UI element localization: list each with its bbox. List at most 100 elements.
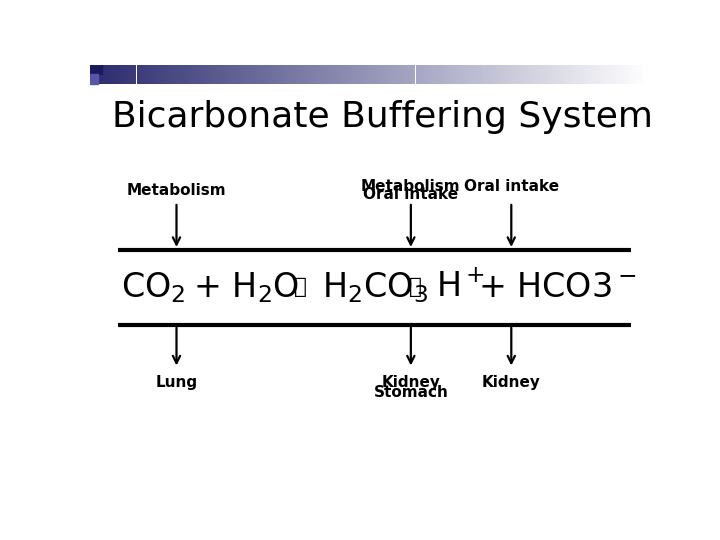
Bar [148, 65, 150, 84]
Bar [598, 65, 600, 84]
Bar [466, 65, 467, 84]
Bar [285, 65, 287, 84]
Bar [360, 65, 361, 84]
Bar [319, 65, 320, 84]
Bar [486, 65, 488, 84]
Bar [490, 65, 492, 84]
Bar [204, 65, 205, 84]
Bar [552, 65, 553, 84]
Bar [626, 65, 628, 84]
Bar [373, 65, 374, 84]
Bar [304, 65, 306, 84]
Bar [90, 74, 98, 84]
Bar [348, 65, 351, 84]
Bar [406, 65, 408, 84]
Bar [186, 65, 189, 84]
Bar [155, 65, 157, 84]
Bar [453, 65, 454, 84]
Bar [330, 65, 332, 84]
Bar [633, 65, 635, 84]
Bar [179, 65, 181, 84]
Bar [347, 65, 348, 84]
Bar [170, 65, 172, 84]
Bar [351, 65, 352, 84]
Bar [596, 65, 598, 84]
Bar [222, 65, 224, 84]
Bar [313, 65, 315, 84]
Bar [499, 65, 501, 84]
Bar [392, 65, 393, 84]
Bar [536, 65, 539, 84]
Text: + H$_2$O: + H$_2$O [193, 270, 300, 305]
Bar [377, 65, 378, 84]
Bar [387, 65, 390, 84]
Bar [588, 65, 590, 84]
Bar [343, 65, 345, 84]
Bar [594, 65, 596, 84]
Bar [380, 65, 382, 84]
Bar [606, 65, 607, 84]
Bar [572, 65, 574, 84]
Bar [90, 65, 92, 84]
Bar [196, 65, 198, 84]
Bar [540, 65, 542, 84]
Bar [250, 65, 252, 84]
Bar [587, 65, 588, 84]
Bar [240, 65, 243, 84]
Bar [607, 65, 609, 84]
Bar [172, 65, 174, 84]
Bar [176, 65, 177, 84]
Bar [449, 65, 451, 84]
Text: Bicarbonate Buffering System: Bicarbonate Buffering System [112, 100, 653, 134]
Bar [189, 65, 190, 84]
Bar [534, 65, 536, 84]
Bar [539, 65, 540, 84]
Bar [153, 65, 155, 84]
Bar [99, 65, 101, 84]
Bar [243, 65, 244, 84]
Bar [637, 65, 639, 84]
Bar [390, 65, 392, 84]
Text: H$_2$CO$_3$: H$_2$CO$_3$ [322, 270, 428, 305]
Bar [521, 65, 523, 84]
Bar [311, 65, 313, 84]
Bar [157, 65, 159, 84]
Bar [460, 65, 462, 84]
Bar [635, 65, 637, 84]
Text: Oral intake: Oral intake [364, 187, 459, 202]
Bar [213, 65, 215, 84]
Bar [145, 65, 148, 84]
Bar [369, 65, 371, 84]
Bar [393, 65, 395, 84]
Bar [293, 65, 294, 84]
Bar [253, 65, 256, 84]
Text: Metabolism: Metabolism [361, 179, 461, 194]
Bar [492, 65, 494, 84]
Bar [397, 65, 399, 84]
Bar [256, 65, 258, 84]
Bar [544, 65, 546, 84]
Bar [211, 65, 213, 84]
Bar [507, 65, 508, 84]
Bar [616, 65, 618, 84]
Bar [261, 65, 263, 84]
Bar [646, 65, 648, 84]
Bar [215, 65, 217, 84]
Bar [577, 65, 579, 84]
Bar [479, 65, 481, 84]
Bar [400, 65, 402, 84]
Bar [611, 65, 613, 84]
Bar [168, 65, 170, 84]
Bar [239, 65, 240, 84]
Bar [508, 65, 510, 84]
Bar [566, 65, 568, 84]
Bar [120, 65, 122, 84]
Bar [163, 65, 164, 84]
Bar [138, 65, 140, 84]
Bar [323, 65, 324, 84]
Bar [451, 65, 453, 84]
Text: 👎: 👎 [294, 277, 307, 297]
Bar [356, 65, 358, 84]
Bar [477, 65, 479, 84]
Bar [307, 65, 310, 84]
